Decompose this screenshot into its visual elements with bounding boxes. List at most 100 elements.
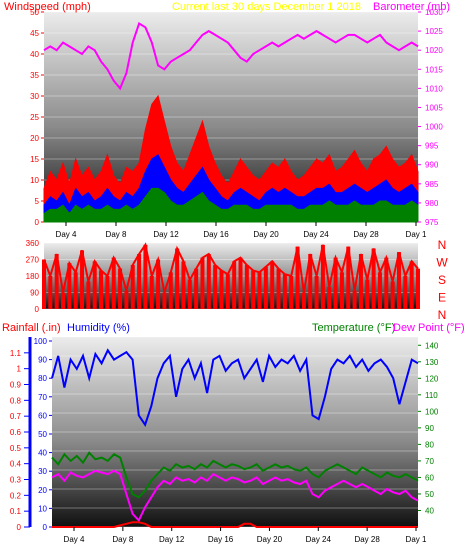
y-tick-label: 30	[30, 92, 39, 101]
humidity-tick-label: 60	[38, 411, 47, 420]
y-tick-label: 45	[30, 29, 39, 38]
wind-ticks: 0510152025303540455097598098599099510001…	[30, 8, 443, 239]
barometer-axis-label: Barometer (mb)	[373, 1, 450, 13]
x-tick-label: Day 20	[257, 535, 283, 544]
rain-tick-label: 0.9	[10, 381, 22, 390]
y-right-tick-label: 980	[425, 199, 439, 208]
humidity-tick-label: 30	[38, 467, 47, 476]
rain-tick-label: 0.3	[10, 476, 22, 485]
x-tick-label: Day 28	[354, 535, 380, 544]
humidity-series	[51, 348, 419, 427]
x-tick-label: Day 8	[112, 535, 133, 544]
x-tick-label: Day 1	[406, 230, 427, 239]
temperature-axis-label: Temperature (°F)	[312, 322, 395, 334]
temperature-tick-label: 120	[425, 374, 439, 383]
direction-series	[42, 242, 420, 309]
temperature-tick-label: 90	[425, 424, 434, 433]
x-tick-label: Day 24	[306, 535, 332, 544]
y-right-tick-label: 1010	[425, 84, 443, 93]
compass-label: S	[438, 273, 446, 287]
temperature-tick-label: 50	[425, 490, 434, 499]
humidity-tick-label: 90	[38, 356, 47, 365]
humidity-tick-label: 10	[38, 504, 47, 513]
direction-tick-label: 0	[35, 305, 40, 314]
y-tick-label: 35	[30, 71, 39, 80]
x-tick-label: Day 16	[203, 230, 229, 239]
rain-tick-label: 0.1	[10, 507, 22, 516]
barometer-series	[43, 22, 419, 91]
y-right-tick-label: 975	[425, 218, 439, 227]
humidity-tick-label: 40	[38, 449, 47, 458]
rain-tick-label: 0.8	[10, 396, 22, 405]
direction-tick-label: 180	[26, 272, 40, 281]
wind-average-series	[43, 187, 419, 223]
rain-tick-label: 1.1	[10, 349, 22, 358]
rain-tick-label: 0.6	[10, 428, 22, 437]
x-tick-label: Day 24	[303, 230, 329, 239]
x-tick-label: Day 12	[153, 230, 179, 239]
y-tick-label: 40	[30, 50, 39, 59]
y-right-tick-label: 985	[425, 180, 439, 189]
temperature-tick-label: 70	[425, 457, 434, 466]
humidity-tick-label: 70	[38, 393, 47, 402]
humidity-temperature-panel: 0 10 20 30 40 50 60 70 80 90 100 0 0.1 0.2 0.3 0.4 0.5 0.…	[2, 322, 465, 544]
direction-series	[43, 242, 419, 295]
compass-label: N	[438, 238, 447, 252]
y-tick-label: 0	[35, 218, 40, 227]
x-tick-label: Day 12	[159, 535, 185, 544]
y-tick-label: 50	[30, 8, 39, 17]
rainfall-axis-label: Rainfall (.in)	[2, 322, 61, 334]
dewpoint-axis-label: Dew Point (°F)	[393, 322, 465, 334]
compass-label: E	[438, 291, 446, 305]
x-tick-label: Day 1	[406, 535, 427, 544]
temperature-tick-label: 60	[425, 473, 434, 482]
humidity-tick-label: 80	[38, 374, 47, 383]
windspeed-axis-label: Windspeed (mph)	[4, 1, 91, 13]
chart-title: Current last 30 days December 1 2018	[172, 1, 361, 13]
y-right-tick-label: 1020	[425, 46, 443, 55]
temperature-series	[51, 451, 419, 499]
x-tick-label: Day 28	[353, 230, 379, 239]
y-right-tick-label: 995	[425, 142, 439, 151]
humidity-series	[51, 348, 419, 528]
rain-tick-label: 1	[17, 365, 22, 374]
y-tick-label: 15	[30, 155, 39, 164]
y-right-tick-label: 1030	[425, 8, 443, 17]
humidity-tick-label: 100	[34, 337, 48, 346]
humidity-plot-area	[52, 337, 418, 527]
x-tick-label: Day 20	[253, 230, 279, 239]
y-right-tick-label: 1005	[425, 103, 443, 112]
x-tick-label: Day 8	[106, 230, 127, 239]
wind-barometer-panel: 0510152025303540455097598098599099510001…	[4, 1, 450, 239]
compass-label: N	[438, 308, 447, 322]
rain-tick-label: 0.4	[10, 460, 22, 469]
temperature-tick-label: 40	[425, 506, 434, 515]
humidity-tick-label: 0	[43, 523, 48, 532]
temperature-tick-label: 80	[425, 440, 434, 449]
x-tick-label: Day 4	[64, 535, 85, 544]
wind-series	[43, 22, 419, 223]
rain-tick-label: 0.5	[10, 444, 22, 453]
x-tick-label: Day 16	[208, 535, 234, 544]
humidity-tick-label: 20	[38, 486, 47, 495]
direction-tick-label: 360	[26, 239, 40, 248]
rain-tick-label: 0	[17, 523, 22, 532]
y-right-tick-label: 990	[425, 161, 439, 170]
temperature-tick-label: 100	[425, 407, 439, 416]
y-right-tick-label: 1025	[425, 27, 443, 36]
temperature-tick-label: 110	[425, 391, 438, 400]
x-tick-label: Day 4	[56, 230, 77, 239]
temperature-tick-label: 130	[425, 358, 439, 367]
dewpoint-series	[51, 469, 419, 523]
y-tick-label: 5	[35, 197, 40, 206]
y-tick-label: 10	[30, 176, 39, 185]
y-right-tick-label: 1015	[425, 65, 443, 74]
temperature-tick-label: 140	[425, 341, 439, 350]
direction-tick-label: 90	[30, 289, 39, 298]
y-tick-label: 25	[30, 113, 39, 122]
direction-tick-label: 270	[26, 256, 40, 265]
